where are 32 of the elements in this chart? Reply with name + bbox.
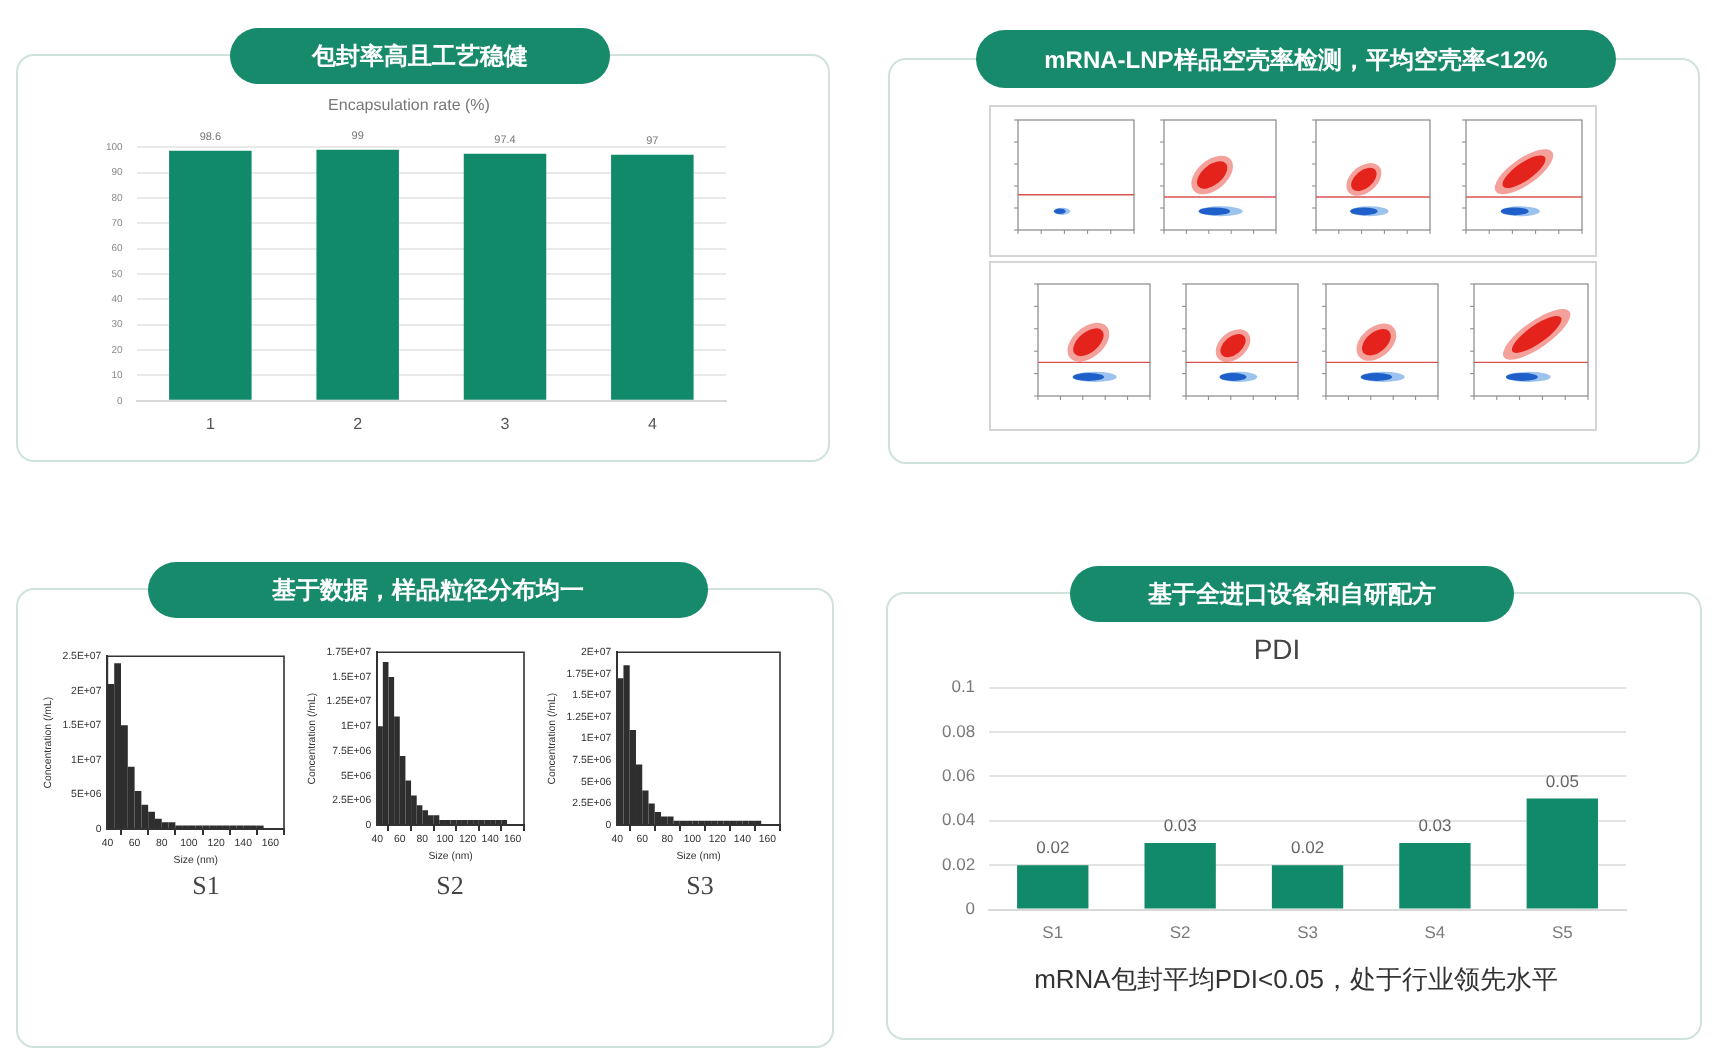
x-tick-label: 4 — [647, 414, 658, 433]
data-label: 0.02 — [1291, 837, 1325, 858]
data-label: 0.02 — [1036, 837, 1070, 858]
chart-title: 包封率高且工艺稳健 — [312, 42, 528, 70]
header-pill: 包封率高且工艺稳健 — [230, 28, 610, 84]
chart-subtitle: PDI — [1253, 632, 1301, 665]
header-pill: 基于数据，样品粒径分布均一 — [148, 562, 708, 618]
y-tick-label: 0 — [965, 898, 976, 919]
chart-title: 基于全进口设备和自研配方 — [1148, 580, 1436, 608]
x-tick-label: 1 — [205, 414, 216, 433]
header-pill: 基于全进口设备和自研配方 — [1070, 566, 1514, 622]
y-tick-label: 0.04 — [941, 809, 976, 830]
y-tick-label: 0.08 — [941, 720, 976, 741]
text: S3 — [686, 870, 714, 902]
data-label: 0.03 — [1418, 815, 1453, 836]
x-tick-label: 2 — [353, 414, 364, 433]
data-label: 0.05 — [1545, 770, 1580, 791]
header-pill: mRNA-LNP样品空壳率检测，平均空壳率<12% — [976, 30, 1616, 88]
x-tick-label: S1 — [1042, 922, 1064, 943]
chart-subtitle: Encapsulation rate (%) — [328, 96, 491, 115]
y-tick-label: 0.02 — [941, 853, 976, 874]
y-tick-label: 0.1 — [951, 676, 976, 697]
x-tick-label: S5 — [1551, 922, 1574, 943]
x-tick-label: S3 — [1297, 922, 1319, 943]
x-tick-label: S4 — [1424, 922, 1446, 943]
x-tick-label: S2 — [1169, 922, 1192, 943]
text: S1 — [192, 870, 220, 902]
x-tick-label: 3 — [500, 414, 511, 433]
data-label: 0.03 — [1163, 815, 1198, 836]
text: S2 — [436, 870, 464, 902]
y-tick-label: 0.06 — [941, 765, 976, 786]
text: mRNA包封平均PDI<0.05，处于行业领先水平 — [1034, 962, 1558, 998]
